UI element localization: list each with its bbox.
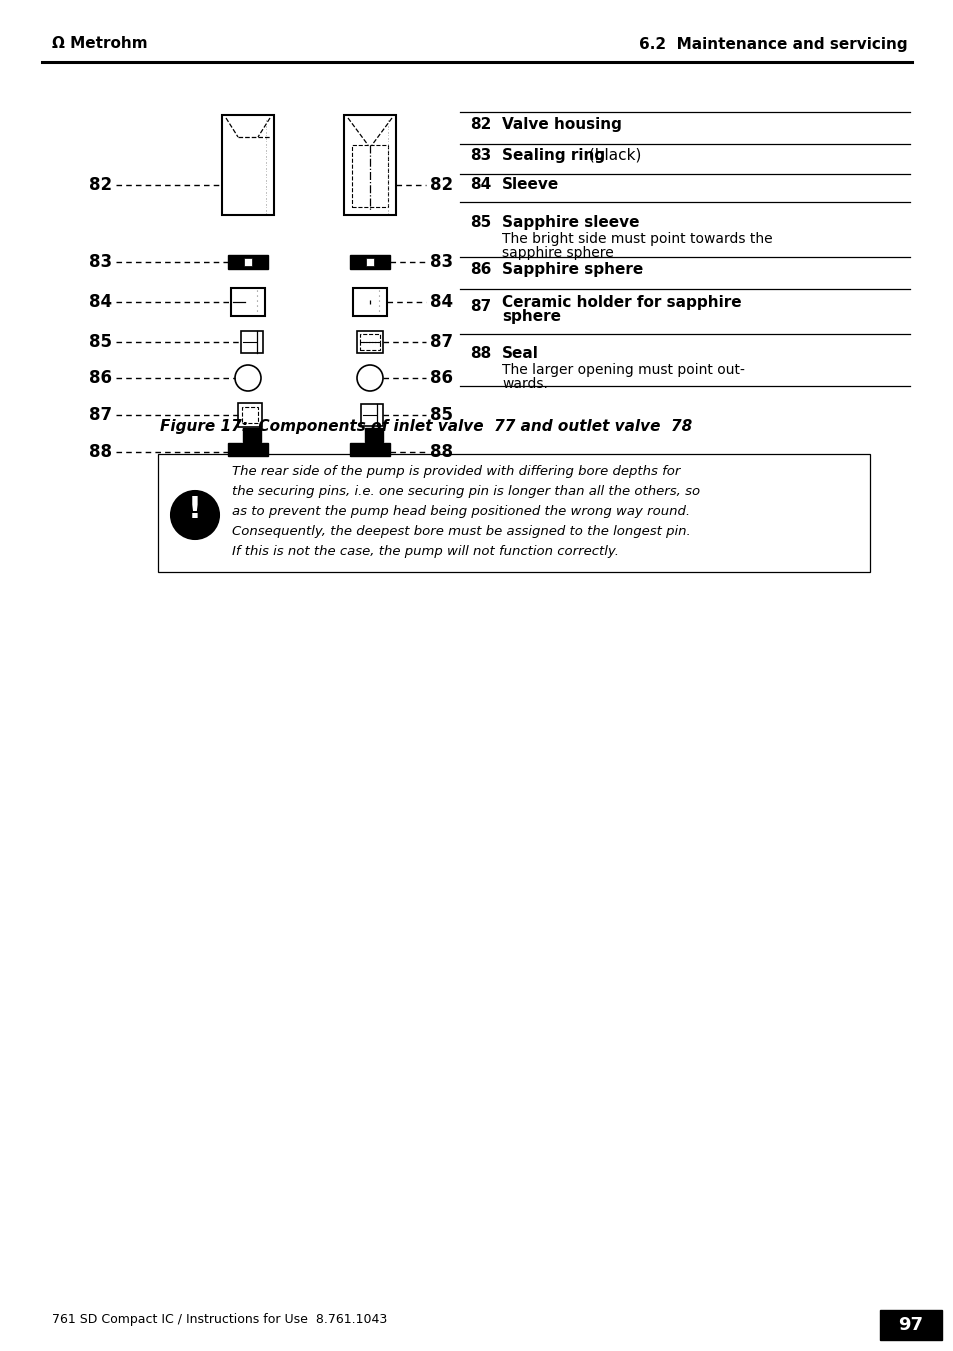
Text: 85: 85 (430, 407, 453, 424)
Text: 88: 88 (470, 346, 491, 361)
Bar (353, 288, 387, 316)
Text: Sealing ring: Sealing ring (501, 147, 604, 163)
Text: Consequently, the deepest bore must be assigned to the longest pin.: Consequently, the deepest bore must be a… (232, 526, 690, 539)
Bar (879, 1310, 941, 1340)
Text: 83: 83 (470, 147, 491, 163)
Text: wards.: wards. (501, 377, 547, 390)
Bar (228, 443, 268, 457)
Text: Sleeve: Sleeve (501, 177, 558, 192)
Text: sphere: sphere (501, 309, 560, 324)
Text: 88: 88 (430, 443, 453, 461)
Bar (360, 404, 382, 426)
Text: 86: 86 (470, 262, 491, 277)
Text: 6.2  Maintenance and servicing: 6.2 Maintenance and servicing (639, 36, 907, 51)
Text: 87: 87 (430, 332, 453, 351)
Text: Sapphire sleeve: Sapphire sleeve (501, 215, 639, 231)
Circle shape (171, 490, 219, 539)
Bar (241, 331, 263, 353)
Text: (black): (black) (583, 147, 640, 163)
Bar (242, 407, 257, 423)
Text: The larger opening must point out-: The larger opening must point out- (501, 363, 744, 377)
Text: 85: 85 (470, 215, 491, 231)
Text: 82: 82 (470, 116, 491, 131)
Bar (344, 115, 395, 215)
Text: Figure 17:  Components of inlet valve  77 and outlet valve  78: Figure 17: Components of inlet valve 77 … (160, 419, 692, 434)
Text: 761 SD Compact IC / Instructions for Use  8.761.1043: 761 SD Compact IC / Instructions for Use… (52, 1313, 387, 1327)
Text: 86: 86 (89, 369, 112, 386)
Text: 83: 83 (89, 253, 112, 272)
Bar (365, 428, 382, 442)
Text: 82: 82 (89, 176, 112, 195)
Bar (356, 331, 382, 353)
Bar (350, 255, 390, 269)
Text: 85: 85 (89, 332, 112, 351)
Text: !: ! (188, 496, 202, 524)
Bar (228, 255, 268, 269)
Text: 87: 87 (470, 299, 491, 313)
Bar (243, 428, 261, 442)
Bar (231, 288, 265, 316)
Text: 84: 84 (470, 177, 491, 192)
Text: If this is not the case, the pump will not function correctly.: If this is not the case, the pump will n… (232, 546, 618, 558)
Bar (244, 258, 252, 266)
Text: 84: 84 (430, 293, 453, 311)
Text: Ceramic holder for sapphire: Ceramic holder for sapphire (501, 296, 740, 311)
Text: 82: 82 (430, 176, 453, 195)
Text: The bright side must point towards the: The bright side must point towards the (501, 232, 772, 246)
Text: sapphire sphere: sapphire sphere (501, 246, 613, 259)
Bar (237, 403, 262, 427)
Bar (158, 454, 869, 571)
Bar (359, 334, 379, 342)
Text: 86: 86 (430, 369, 453, 386)
Text: 84: 84 (89, 293, 112, 311)
Text: Sapphire sphere: Sapphire sphere (501, 262, 642, 277)
Text: Seal: Seal (501, 346, 538, 361)
Text: 87: 87 (89, 407, 112, 424)
Text: Ω Metrohm: Ω Metrohm (52, 36, 148, 51)
Text: 97: 97 (898, 1316, 923, 1333)
Bar (222, 115, 274, 215)
Bar (359, 342, 379, 350)
Text: as to prevent the pump head being positioned the wrong way round.: as to prevent the pump head being positi… (232, 505, 689, 519)
Text: 83: 83 (430, 253, 453, 272)
Text: The rear side of the pump is provided with differing bore depths for: The rear side of the pump is provided wi… (232, 466, 679, 478)
Text: 88: 88 (89, 443, 112, 461)
Bar (350, 443, 390, 457)
Text: the securing pins, i.e. one securing pin is longer than all the others, so: the securing pins, i.e. one securing pin… (232, 485, 700, 499)
Bar (352, 145, 388, 207)
Text: Valve housing: Valve housing (501, 116, 621, 131)
Bar (366, 258, 374, 266)
